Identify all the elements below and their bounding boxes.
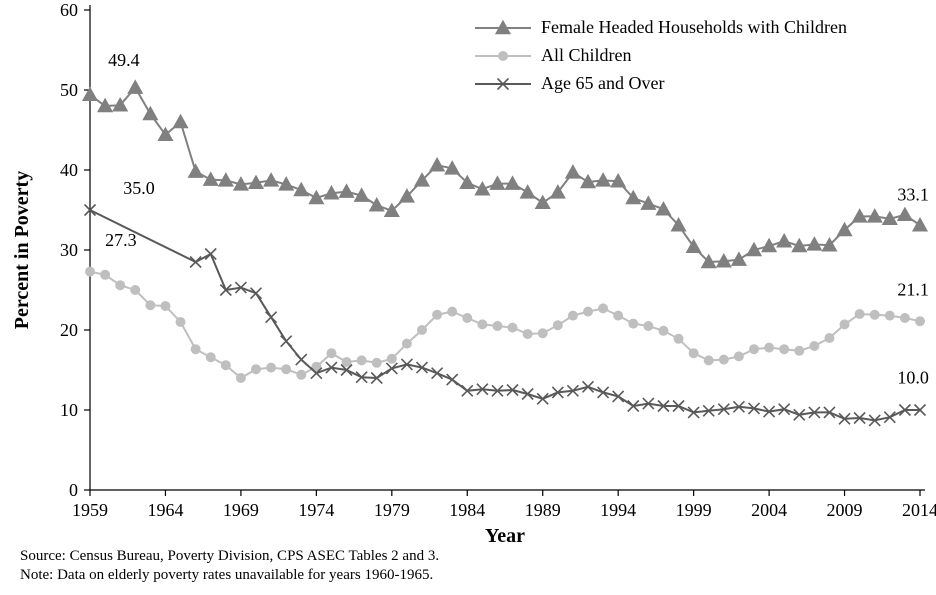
series-start-label-all-children: 27.3 — [105, 230, 137, 250]
x-tick-label: 1984 — [449, 500, 485, 520]
series-start-label-age-65-over: 35.0 — [123, 178, 155, 198]
x-tick-label: 1989 — [525, 500, 561, 520]
y-tick-label: 50 — [60, 80, 78, 100]
footnote-0: Source: Census Bureau, Poverty Division,… — [20, 548, 439, 564]
x-tick-label: 1999 — [676, 500, 712, 520]
y-tick-label: 40 — [60, 160, 78, 180]
chart-svg: 0 10 20 30 40 50 60 1959 1964 1969 1974 1979 1984 198… — [0, 0, 936, 595]
series-end-label-female-headed: 33.1 — [897, 184, 929, 204]
y-tick-label: 30 — [60, 240, 78, 260]
y-tick-label: 10 — [60, 400, 78, 420]
x-tick-label: 1969 — [223, 500, 259, 520]
y-tick-label: 60 — [60, 0, 78, 20]
x-axis-label: Year — [485, 525, 525, 547]
x-tick-label: 1979 — [374, 500, 410, 520]
x-tick-label: 1959 — [72, 500, 108, 520]
x-tick-label: 1974 — [298, 500, 334, 520]
y-tick-label: 0 — [69, 480, 78, 500]
series-end-label-age-65-over: 10.0 — [897, 368, 929, 388]
x-tick-label: 1994 — [600, 500, 636, 520]
footnote-1: Note: Data on elderly poverty rates unav… — [20, 567, 433, 583]
series-end-label-all-children: 21.1 — [897, 280, 929, 300]
y-axis-label: Percent in Poverty — [11, 171, 33, 329]
legend-label-age-65-over: Age 65 and Over — [541, 73, 664, 93]
series-start-label-female-headed: 49.4 — [108, 50, 140, 70]
x-tick-label: 2014 — [902, 500, 936, 520]
x-tick-label: 2004 — [751, 500, 787, 520]
x-tick-label: 2009 — [827, 500, 863, 520]
legend-label-all-children: All Children — [541, 45, 632, 65]
poverty-line-chart: 0 10 20 30 40 50 60 1959 1964 1969 1974 1979 1984 198… — [0, 0, 936, 595]
legend-label-female-headed: Female Headed Households with Children — [541, 17, 847, 37]
y-tick-label: 20 — [60, 320, 78, 340]
x-tick-label: 1964 — [147, 500, 183, 520]
